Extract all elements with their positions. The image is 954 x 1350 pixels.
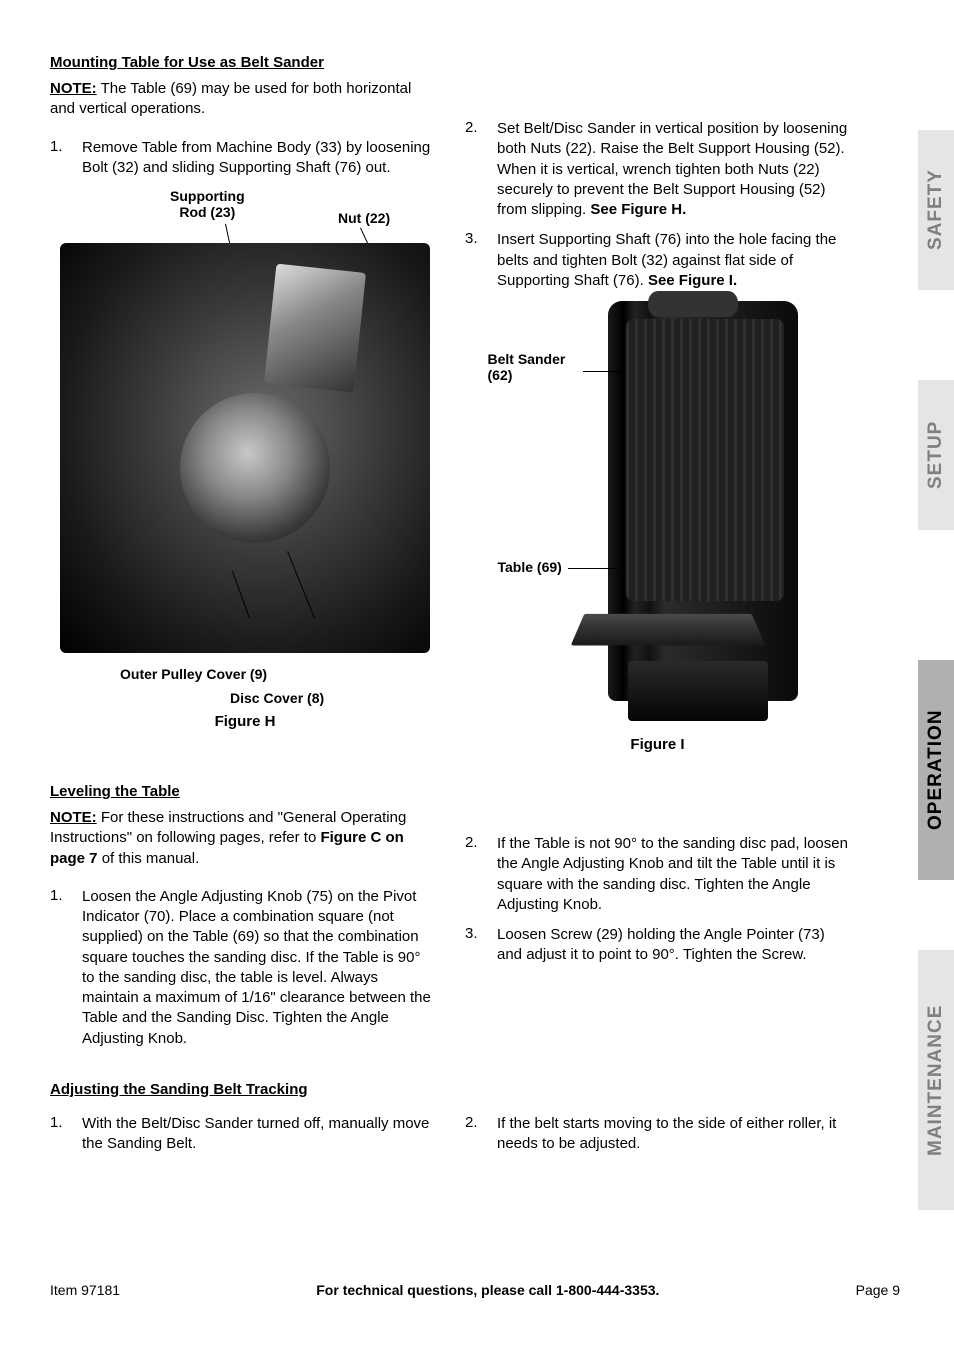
- footer-item-number: Item 97181: [50, 1282, 120, 1298]
- tab-setup: SETUP: [918, 380, 954, 530]
- figure-h-image: [60, 243, 430, 653]
- page-footer: Item 97181 For technical questions, plea…: [50, 1282, 900, 1298]
- item-number: 3.: [465, 230, 483, 291]
- figure-i-base: [628, 661, 768, 721]
- footer-page-number: Page 9: [856, 1282, 900, 1298]
- tracking-right-col: 2. If the belt starts moving to the side…: [465, 1106, 850, 1165]
- leveling-right-col: 2. If the Table is not 90° to the sandin…: [465, 808, 850, 1059]
- item-text: Set Belt/Disc Sander in vertical positio…: [497, 119, 850, 220]
- list-item: 2. Set Belt/Disc Sander in vertical posi…: [465, 119, 850, 220]
- item-text: Insert Supporting Shaft (76) into the ho…: [497, 230, 850, 291]
- list-item: 2. If the belt starts moving to the side…: [465, 1114, 850, 1155]
- leveling-note: NOTE: For these instructions and "Genera…: [50, 808, 435, 869]
- label-line: Rod (23): [179, 204, 235, 220]
- item-number: 1.: [50, 138, 68, 179]
- leveling-right-list: 2. If the Table is not 90° to the sandin…: [465, 834, 850, 966]
- figure-i-caption: Figure I: [478, 736, 838, 753]
- label-nut: Nut (22): [338, 210, 390, 226]
- label-line: Belt Sander: [488, 351, 566, 367]
- item-number: 3.: [465, 925, 483, 966]
- label-line: Supporting: [170, 188, 245, 204]
- footer-tech-support: For technical questions, please call 1-8…: [316, 1282, 659, 1298]
- mounting-left-list: 1. Remove Table from Machine Body (33) b…: [50, 138, 435, 179]
- label-supporting-rod: Supporting Rod (23): [170, 188, 245, 220]
- item-number: 1.: [50, 1114, 68, 1155]
- manual-page: SAFETY SETUP OPERATION MAINTENANCE Mount…: [0, 0, 954, 1350]
- note-text: The Table (69) may be used for both hori…: [50, 80, 411, 117]
- item-text: If the Table is not 90° to the sanding d…: [497, 834, 850, 915]
- list-item: 1. Loosen the Angle Adjusting Knob (75) …: [50, 887, 435, 1049]
- figure-i-table: [570, 614, 765, 646]
- item-text: With the Belt/Disc Sander turned off, ma…: [82, 1114, 435, 1155]
- side-tab-strip: SAFETY SETUP OPERATION MAINTENANCE: [904, 0, 954, 1350]
- mounting-note: NOTE: The Table (69) may be used for bot…: [50, 79, 435, 120]
- leader-line: [568, 568, 618, 569]
- tracking-left-list: 1. With the Belt/Disc Sander turned off,…: [50, 1114, 435, 1155]
- item-text: Remove Table from Machine Body (33) by l…: [82, 138, 435, 179]
- list-item: 1. With the Belt/Disc Sander turned off,…: [50, 1114, 435, 1155]
- leader-line: [583, 371, 623, 372]
- leveling-left-col: NOTE: For these instructions and "Genera…: [50, 808, 435, 1059]
- note-label: NOTE:: [50, 809, 97, 826]
- tracking-right-list: 2. If the belt starts moving to the side…: [465, 1114, 850, 1155]
- heading-mounting-table: Mounting Table for Use as Belt Sander: [50, 54, 850, 71]
- mounting-columns: NOTE: The Table (69) may be used for bot…: [50, 79, 850, 761]
- item-text: If the belt starts moving to the side of…: [497, 1114, 850, 1155]
- page-content: Mounting Table for Use as Belt Sander NO…: [50, 54, 850, 1164]
- mounting-right-list: 2. Set Belt/Disc Sander in vertical posi…: [465, 119, 850, 291]
- note-label: NOTE:: [50, 80, 97, 97]
- leveling-left-list: 1. Loosen the Angle Adjusting Knob (75) …: [50, 887, 435, 1049]
- item-text: Loosen Screw (29) holding the Angle Poin…: [497, 925, 850, 966]
- label-outer-pulley-cover: Outer Pulley Cover (9): [120, 666, 267, 682]
- list-item: 3. Insert Supporting Shaft (76) into the…: [465, 230, 850, 291]
- item-number: 1.: [50, 887, 68, 1049]
- heading-leveling-table: Leveling the Table: [50, 783, 850, 800]
- item-number: 2.: [465, 1114, 483, 1155]
- tracking-left-col: 1. With the Belt/Disc Sander turned off,…: [50, 1106, 435, 1165]
- tracking-columns: 1. With the Belt/Disc Sander turned off,…: [50, 1106, 850, 1165]
- see-figure-i: See Figure I.: [648, 272, 737, 289]
- item-text: Loosen the Angle Adjusting Knob (75) on …: [82, 887, 435, 1049]
- figure-i: Belt Sander (62) Table (69) Figure I: [478, 301, 838, 761]
- figure-h-caption: Figure H: [60, 713, 430, 730]
- mounting-left-col: NOTE: The Table (69) may be used for bot…: [50, 79, 435, 761]
- list-item: 1. Remove Table from Machine Body (33) b…: [50, 138, 435, 179]
- item-number: 2.: [465, 119, 483, 220]
- mounting-right-col: 2. Set Belt/Disc Sander in vertical posi…: [465, 79, 850, 761]
- tab-operation: OPERATION: [918, 660, 954, 880]
- label-line: (62): [488, 367, 513, 383]
- see-figure-h: See Figure H.: [590, 201, 686, 218]
- label-belt-sander: Belt Sander (62): [488, 351, 566, 383]
- heading-tracking: Adjusting the Sanding Belt Tracking: [50, 1081, 850, 1098]
- leveling-columns: NOTE: For these instructions and "Genera…: [50, 808, 850, 1059]
- label-table: Table (69): [498, 559, 562, 575]
- tab-safety: SAFETY: [918, 130, 954, 290]
- item-number: 2.: [465, 834, 483, 915]
- text-run: of this manual.: [98, 850, 200, 867]
- tab-maintenance: MAINTENANCE: [918, 950, 954, 1210]
- list-item: 3. Loosen Screw (29) holding the Angle P…: [465, 925, 850, 966]
- label-disc-cover: Disc Cover (8): [230, 690, 324, 706]
- figure-h: Supporting Rod (23) Nut (22) Outer Pulle…: [60, 188, 430, 728]
- list-item: 2. If the Table is not 90° to the sandin…: [465, 834, 850, 915]
